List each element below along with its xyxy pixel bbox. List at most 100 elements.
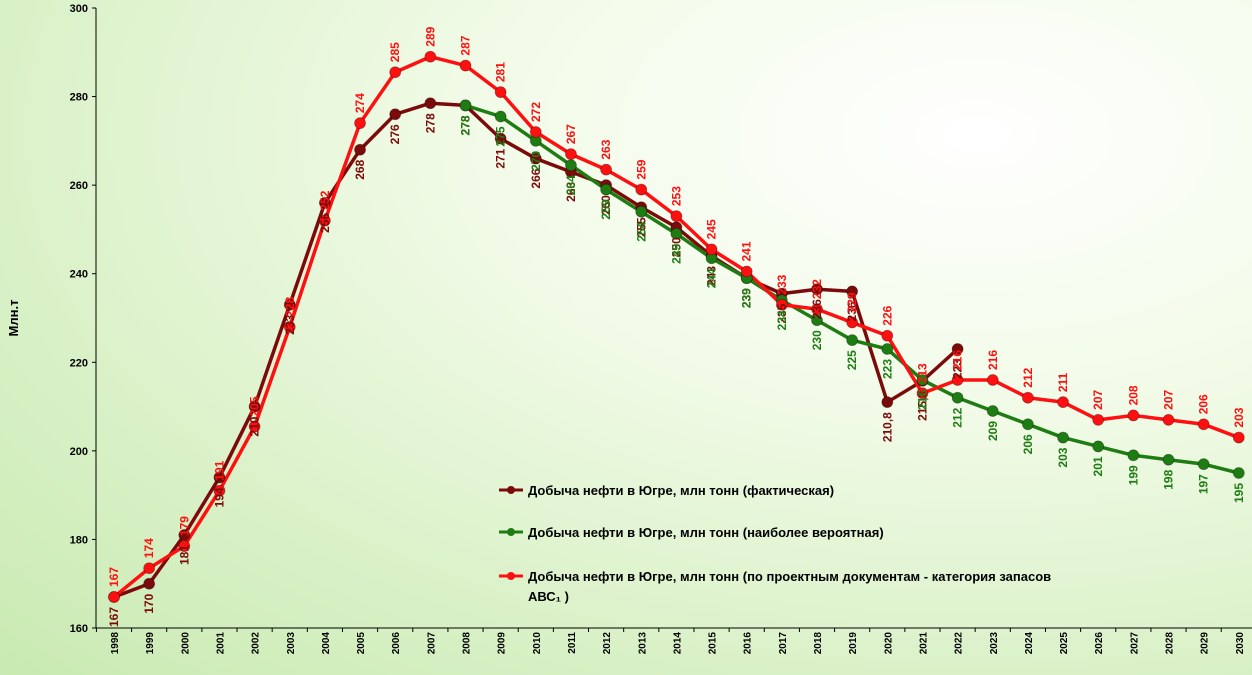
- x-tick-label: 2029: [1200, 632, 1211, 655]
- point-project: [740, 265, 753, 278]
- data-label-project: 206: [1197, 394, 1211, 414]
- x-tick-label: 2003: [286, 632, 297, 655]
- y-tick-label: 200: [70, 446, 88, 458]
- data-label-actual: 255: [634, 217, 648, 237]
- y-tick-label: 300: [70, 3, 88, 15]
- data-label-project: 205: [248, 396, 262, 416]
- data-label-actual: 170: [142, 593, 156, 613]
- x-tick-label: 2018: [813, 632, 824, 655]
- data-label-probable: 275: [494, 126, 508, 146]
- point-probable: [811, 314, 823, 327]
- data-label-actual: 260: [599, 195, 613, 215]
- data-label-actual: 266: [529, 168, 543, 188]
- point-probable: [1022, 418, 1034, 431]
- point-probable: [1092, 440, 1105, 453]
- x-tick-label: 2014: [672, 632, 683, 655]
- x-tick-label: 2006: [391, 632, 402, 655]
- point-actual: [389, 108, 402, 121]
- x-tick-label: 2012: [602, 632, 613, 655]
- data-label-project: 259: [634, 159, 648, 179]
- y-tick-label: 220: [70, 357, 88, 369]
- point-project: [424, 50, 437, 63]
- data-label-actual: 239: [740, 288, 754, 308]
- point-project: [600, 163, 612, 176]
- data-label-actual: 235: [775, 303, 789, 323]
- point-probable: [494, 110, 507, 123]
- x-tick-label: 2021: [918, 632, 929, 655]
- point-project: [143, 562, 156, 575]
- legend-marker-project: [507, 572, 515, 580]
- data-label-probable: 212: [951, 407, 965, 427]
- data-label-actual: 276: [388, 124, 402, 144]
- x-tick-label: 2001: [215, 632, 226, 655]
- point-project: [248, 420, 261, 433]
- point-probable: [881, 343, 894, 355]
- point-actual: [424, 97, 437, 110]
- x-tick-label: 2028: [1165, 632, 1176, 655]
- point-project: [1127, 409, 1140, 422]
- x-tick-label: 2025: [1059, 632, 1070, 655]
- point-project: [213, 484, 226, 497]
- point-probable: [635, 205, 648, 218]
- data-label-actual: 236: [810, 299, 824, 319]
- point-probable: [986, 405, 999, 417]
- data-label-project: 226: [880, 305, 894, 325]
- x-tick-label: 2004: [321, 632, 332, 655]
- point-project: [635, 183, 648, 196]
- data-label-project: 207: [1162, 390, 1176, 410]
- data-label-probable: 198: [1162, 469, 1176, 489]
- point-actual: [178, 529, 191, 541]
- point-probable: [565, 159, 577, 172]
- data-label-probable: 206: [1021, 434, 1035, 454]
- data-label-project: 287: [459, 35, 473, 55]
- x-tick-label: 2030: [1235, 632, 1246, 655]
- data-label-actual: 256: [318, 213, 332, 233]
- data-label-probable: 254: [634, 221, 648, 241]
- point-actual: [951, 343, 964, 355]
- data-label-actual: 233: [283, 314, 297, 334]
- point-project: [1092, 413, 1105, 426]
- data-label-probable: 264: [564, 175, 578, 195]
- point-project: [318, 214, 331, 227]
- point-actual: [283, 298, 296, 311]
- point-actual: [881, 396, 894, 409]
- data-label-project: 285: [388, 42, 402, 62]
- point-probable: [1127, 449, 1140, 462]
- data-label-probable: 249: [669, 244, 683, 264]
- data-label-project: 179: [177, 516, 191, 536]
- data-label-project: 228: [283, 297, 297, 317]
- point-probable: [1232, 467, 1245, 479]
- data-label-project: 252: [318, 190, 332, 210]
- data-label-project: 212: [1021, 367, 1035, 387]
- data-label-project: 253: [669, 186, 683, 206]
- point-project: [705, 243, 718, 256]
- y-tick-label: 260: [70, 180, 88, 192]
- data-label-actual: 223: [951, 359, 965, 379]
- x-tick-label: 2013: [637, 632, 648, 655]
- point-probable: [670, 227, 683, 240]
- x-tick-label: 2007: [426, 632, 437, 655]
- series-points: [108, 50, 1245, 603]
- x-tick-label: 2022: [954, 632, 965, 655]
- data-label-actual: 243: [705, 266, 719, 286]
- point-project: [1197, 418, 1210, 431]
- point-probable: [600, 183, 612, 196]
- legend-label-project-cont: АВС₁ ): [528, 589, 569, 604]
- x-tick-label: 2016: [743, 632, 754, 655]
- data-label-project: 208: [1126, 385, 1140, 405]
- x-tick-label: 2005: [356, 632, 367, 655]
- legend-label-project: Добыча нефти в Югре, млн тонн (по проект…: [528, 569, 1051, 584]
- point-project: [529, 126, 542, 138]
- x-tick-label: 2024: [1024, 632, 1035, 655]
- x-tick-label: 2015: [708, 632, 719, 655]
- point-actual: [529, 152, 542, 165]
- data-label-actual: 236: [845, 301, 859, 321]
- point-project: [846, 316, 859, 329]
- point-project: [565, 148, 577, 161]
- data-label-project: 232: [810, 279, 824, 299]
- data-label-project: 216: [986, 350, 1000, 370]
- x-tick-label: 2002: [251, 632, 262, 655]
- data-label-probable: 234: [775, 310, 789, 330]
- legend-marker-actual: [507, 486, 515, 494]
- data-label-probable: 195: [1232, 483, 1246, 503]
